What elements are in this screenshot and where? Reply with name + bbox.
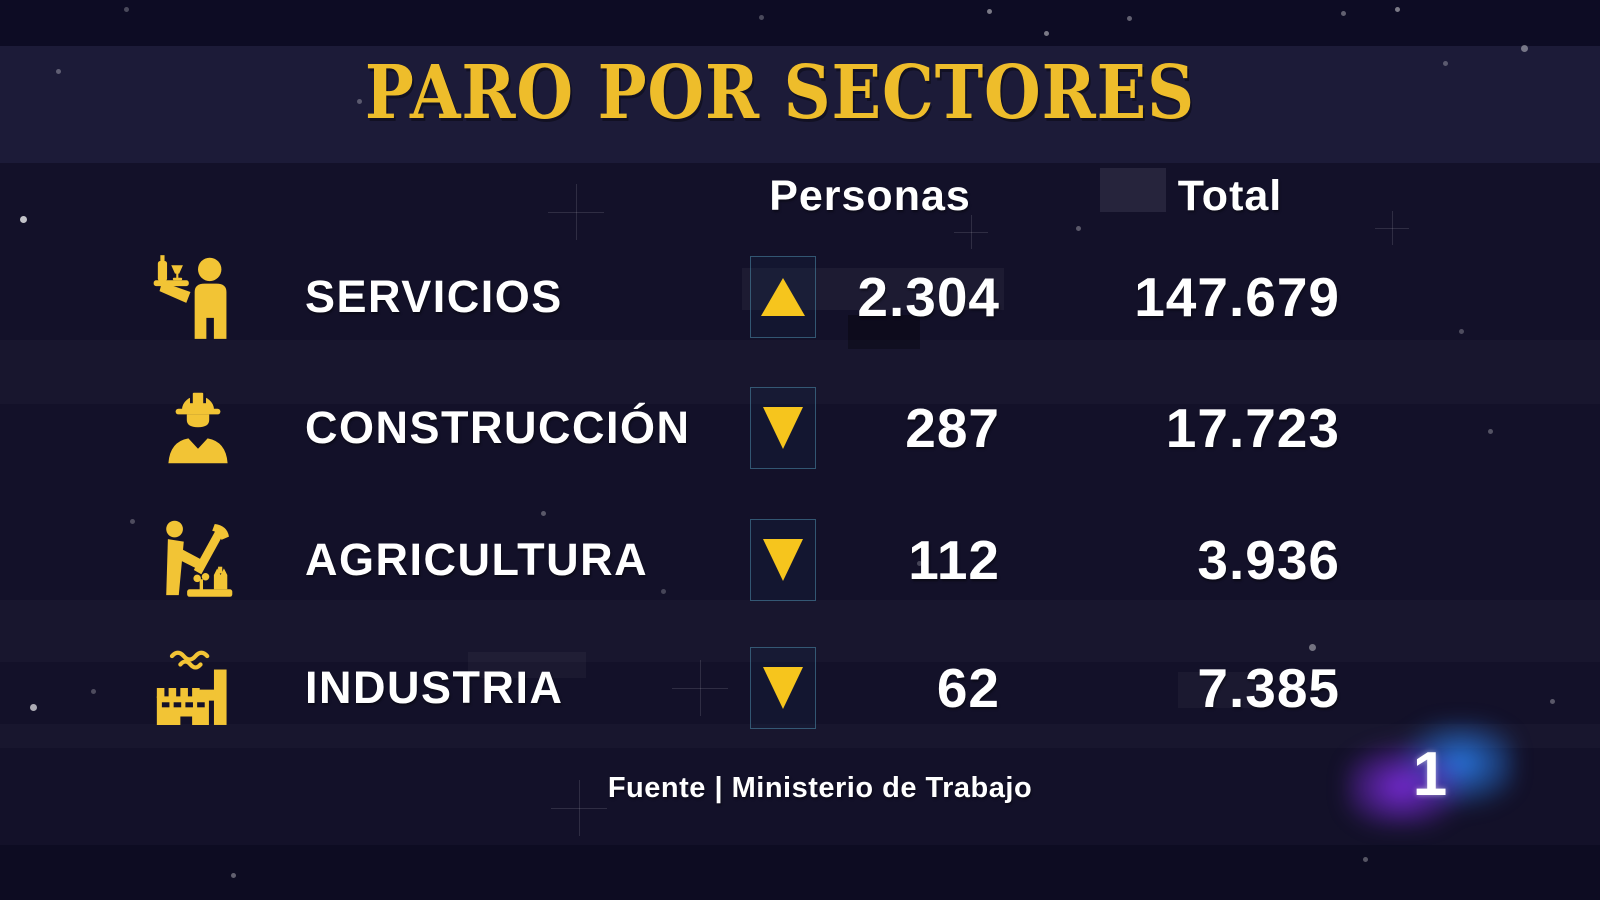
waiter-icon	[140, 242, 256, 352]
personas-value: 62	[936, 657, 1000, 719]
down-arrow-icon	[763, 539, 803, 581]
background-band-top	[0, 0, 1600, 46]
personas-value: 112	[908, 529, 1000, 591]
trend-box	[750, 519, 816, 601]
video-artifact	[1100, 168, 1166, 212]
badge-gradient-glow	[1345, 720, 1515, 828]
personas-value: 287	[905, 397, 1000, 459]
total-value: 3.936	[1197, 529, 1340, 591]
table-row-construccion: CONSTRUCCIÓN 287 17.723	[0, 373, 1600, 483]
column-header-personas: Personas	[769, 172, 971, 220]
down-arrow-icon	[763, 407, 803, 449]
personas-value: 2.304	[857, 266, 1000, 328]
trend-box	[750, 256, 816, 338]
sector-label: INDUSTRIA	[305, 662, 564, 713]
construction-worker-icon	[140, 373, 256, 483]
total-value: 147.679	[1134, 266, 1340, 328]
source-attribution: Fuente | Ministerio de Trabajo	[607, 772, 1033, 804]
farmer-icon	[140, 505, 256, 615]
total-value: 7.385	[1197, 657, 1340, 719]
table-row-industria: INDUSTRIA 62 7.385	[0, 633, 1600, 743]
page-title: PARO POR SECTORES	[364, 50, 1196, 136]
table-row-agricultura: AGRICULTURA 112 3.936	[0, 505, 1600, 615]
table-row-servicios: SERVICIOS 2.304 147.679	[0, 242, 1600, 352]
sector-label: SERVICIOS	[305, 271, 563, 322]
up-arrow-icon	[761, 278, 805, 316]
total-value: 17.723	[1165, 397, 1340, 459]
video-artifact	[848, 315, 920, 349]
sector-label: AGRICULTURA	[305, 534, 649, 585]
down-arrow-icon	[763, 667, 803, 709]
star-dots	[0, 0, 3, 3]
channel-badge-la1: 1	[1345, 720, 1515, 828]
trend-box	[750, 647, 816, 729]
column-header-total: Total	[1177, 172, 1283, 220]
sector-label: CONSTRUCCIÓN	[305, 402, 691, 453]
background-band-bottom	[0, 845, 1600, 900]
background-band-light	[0, 46, 1600, 163]
factory-icon	[140, 633, 256, 743]
trend-box	[750, 387, 816, 469]
channel-number: 1	[1412, 739, 1448, 809]
